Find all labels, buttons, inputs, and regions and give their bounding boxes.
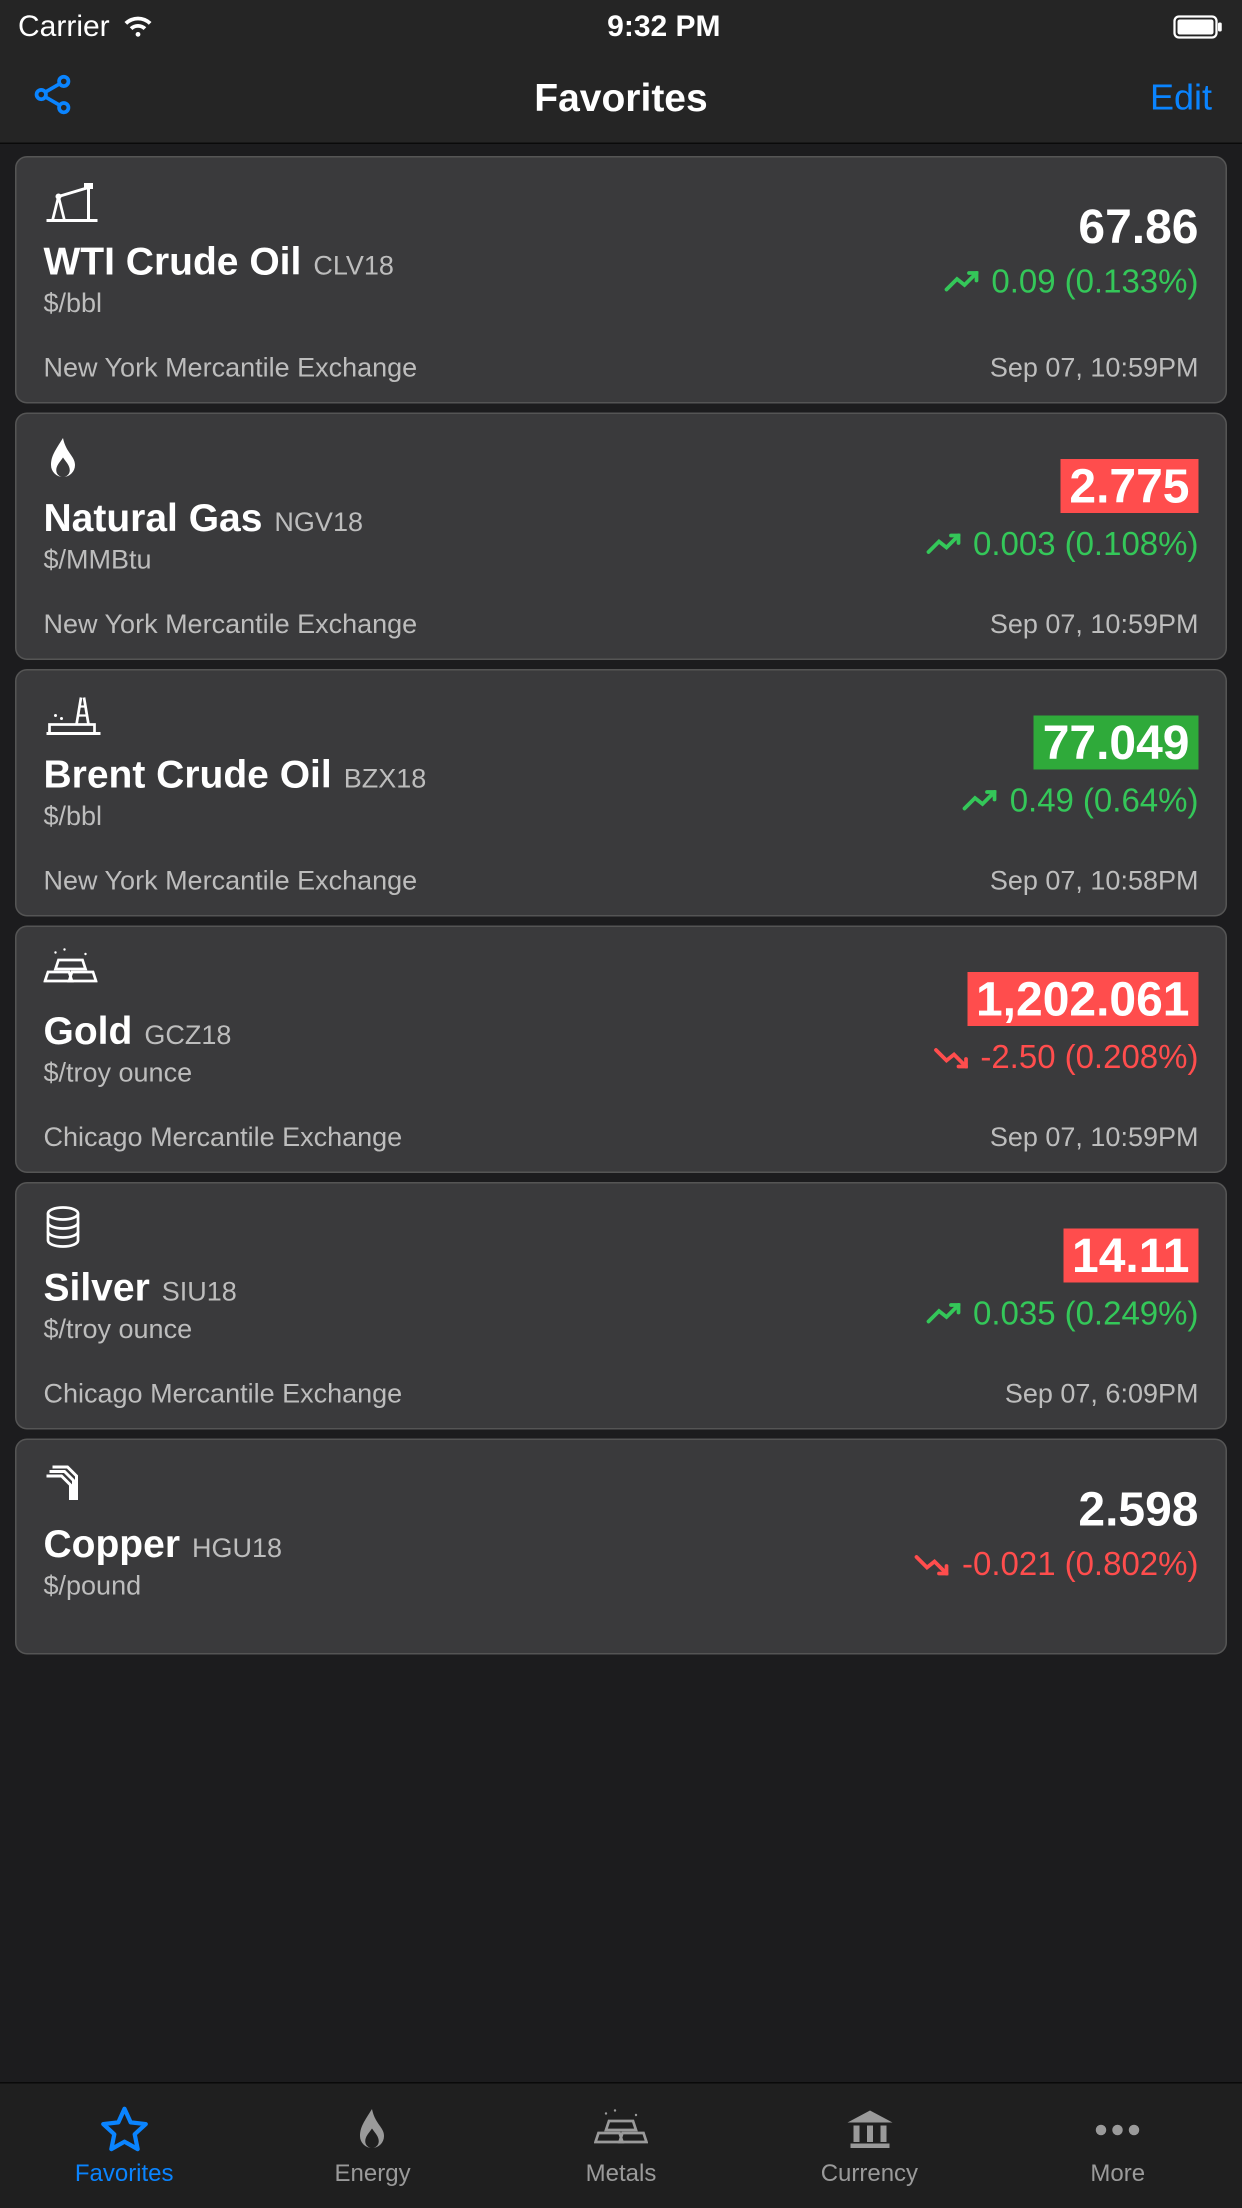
commodity-ticker: CLV18 bbox=[313, 251, 394, 283]
commodity-name: Copper bbox=[44, 1521, 181, 1568]
commodity-price: 67.86 bbox=[1078, 203, 1198, 251]
battery-icon bbox=[1173, 15, 1224, 39]
tab-label: Currency bbox=[821, 2161, 918, 2188]
commodity-timestamp: Sep 07, 10:59PM bbox=[990, 1122, 1199, 1154]
tab-metals[interactable]: Metals bbox=[497, 2084, 745, 2208]
edit-button[interactable]: Edit bbox=[1092, 77, 1212, 119]
commodity-price: 2.775 bbox=[1060, 459, 1198, 513]
nav-bar: Favorites Edit bbox=[0, 54, 1242, 144]
trend-up-icon bbox=[943, 269, 982, 296]
page-title: Favorites bbox=[150, 75, 1092, 122]
trend-down-icon bbox=[914, 1551, 953, 1578]
more-icon bbox=[1092, 2104, 1143, 2155]
star-icon bbox=[99, 2104, 150, 2155]
commodity-change-pct: (0.64%) bbox=[1083, 782, 1199, 821]
commodity-name: WTI Crude Oil bbox=[44, 239, 302, 286]
commodity-ticker: GCZ18 bbox=[144, 1020, 231, 1052]
commodity-timestamp: Sep 07, 10:59PM bbox=[990, 609, 1199, 641]
commodity-ticker: HGU18 bbox=[192, 1533, 282, 1565]
trend-up-icon bbox=[925, 1301, 964, 1328]
tab-label: Metals bbox=[586, 2161, 657, 2188]
commodity-price: 1,202.061 bbox=[967, 972, 1199, 1026]
status-bar: Carrier 9:32 PM bbox=[0, 0, 1242, 54]
commodity-card[interactable]: Brent Crude Oil BZX18 $/bbl 77.049 0.49 … bbox=[15, 669, 1227, 917]
commodity-change-pct: (0.133%) bbox=[1065, 263, 1199, 302]
commodity-unit: $/troy ounce bbox=[44, 1058, 232, 1090]
tab-more[interactable]: More bbox=[994, 2084, 1242, 2208]
commodity-price: 77.049 bbox=[1034, 716, 1199, 770]
flame-icon bbox=[353, 2104, 392, 2155]
tab-energy[interactable]: Energy bbox=[248, 2084, 496, 2208]
tab-favorites[interactable]: Favorites bbox=[0, 2084, 248, 2208]
commodity-exchange: Chicago Mercantile Exchange bbox=[44, 1379, 403, 1411]
commodity-card[interactable]: Gold GCZ18 $/troy ounce 1,202.061 -2.50 … bbox=[15, 926, 1227, 1174]
gold-bars-icon bbox=[594, 2104, 648, 2155]
tab-currency[interactable]: Currency bbox=[745, 2084, 993, 2208]
wifi-icon bbox=[122, 15, 155, 39]
commodity-card[interactable]: WTI Crude Oil CLV18 $/bbl 67.86 0.09 (0.… bbox=[15, 156, 1227, 404]
commodity-ticker: NGV18 bbox=[274, 507, 363, 539]
commodity-change: 0.09 bbox=[991, 263, 1055, 302]
commodity-exchange: New York Mercantile Exchange bbox=[44, 609, 418, 641]
commodity-unit: $/bbl bbox=[44, 288, 394, 320]
commodity-timestamp: Sep 07, 10:58PM bbox=[990, 866, 1199, 898]
tab-bar: Favorites Energy Metals Currency More bbox=[0, 2082, 1242, 2208]
trend-down-icon bbox=[932, 1044, 971, 1071]
commodity-price: 2.598 bbox=[1078, 1485, 1198, 1533]
status-time: 9:32 PM bbox=[155, 10, 1173, 45]
wire-icon bbox=[44, 1461, 283, 1512]
commodity-change-pct: (0.108%) bbox=[1065, 525, 1199, 564]
commodity-change: 0.49 bbox=[1010, 782, 1074, 821]
commodity-name: Brent Crude Oil bbox=[44, 752, 332, 799]
commodity-change: -0.021 bbox=[962, 1545, 1056, 1584]
commodity-exchange: New York Mercantile Exchange bbox=[44, 866, 418, 898]
carrier-label: Carrier bbox=[18, 10, 110, 45]
commodity-ticker: BZX18 bbox=[344, 764, 427, 796]
commodity-name: Natural Gas bbox=[44, 495, 263, 542]
commodity-timestamp: Sep 07, 6:09PM bbox=[1005, 1379, 1199, 1411]
tab-label: Energy bbox=[335, 2161, 411, 2188]
tab-label: More bbox=[1090, 2161, 1145, 2188]
coins-icon bbox=[44, 1205, 237, 1256]
share-icon[interactable] bbox=[30, 72, 75, 125]
oil-pump-icon bbox=[44, 179, 394, 230]
commodity-change: 0.035 bbox=[973, 1295, 1056, 1334]
commodity-exchange: New York Mercantile Exchange bbox=[44, 353, 418, 385]
commodity-timestamp: Sep 07, 10:59PM bbox=[990, 353, 1199, 385]
commodity-unit: $/troy ounce bbox=[44, 1314, 237, 1346]
gold-bars-icon bbox=[44, 948, 232, 999]
commodity-card[interactable]: Silver SIU18 $/troy ounce 14.11 0.035 (0… bbox=[15, 1182, 1227, 1430]
commodity-card[interactable]: Copper HGU18 $/pound 2.598 -0.021 (0.802… bbox=[15, 1439, 1227, 1655]
commodity-change: -2.50 bbox=[980, 1038, 1055, 1077]
flame-icon bbox=[44, 435, 363, 486]
oil-rig-icon bbox=[44, 692, 427, 743]
commodity-change: 0.003 bbox=[973, 525, 1056, 564]
commodity-change-pct: (0.208%) bbox=[1065, 1038, 1199, 1077]
commodity-unit: $/MMBtu bbox=[44, 545, 363, 577]
commodity-name: Gold bbox=[44, 1008, 133, 1055]
trend-up-icon bbox=[962, 788, 1001, 815]
commodity-price: 14.11 bbox=[1063, 1229, 1198, 1283]
favorites-list: WTI Crude Oil CLV18 $/bbl 67.86 0.09 (0.… bbox=[0, 144, 1242, 1655]
commodity-unit: $/bbl bbox=[44, 801, 427, 833]
commodity-ticker: SIU18 bbox=[162, 1277, 237, 1309]
commodity-exchange: Chicago Mercantile Exchange bbox=[44, 1122, 403, 1154]
commodity-change-pct: (0.802%) bbox=[1065, 1545, 1199, 1584]
commodity-name: Silver bbox=[44, 1265, 150, 1312]
bank-icon bbox=[844, 2104, 895, 2155]
tab-label: Favorites bbox=[75, 2161, 174, 2188]
commodity-card[interactable]: Natural Gas NGV18 $/MMBtu 2.775 0.003 (0… bbox=[15, 413, 1227, 661]
commodity-change-pct: (0.249%) bbox=[1065, 1295, 1199, 1334]
commodity-unit: $/pound bbox=[44, 1571, 283, 1603]
trend-up-icon bbox=[925, 531, 964, 558]
